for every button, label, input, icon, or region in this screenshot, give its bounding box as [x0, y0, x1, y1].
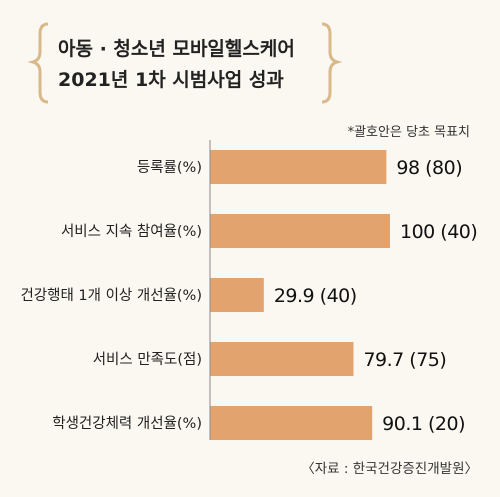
category-label: 등록률(%) [137, 160, 202, 176]
data-label: 98 (80) [396, 157, 462, 179]
category-label: 학생건강체력 개선율(%) [52, 415, 202, 432]
data-label: 29.9 (40) [274, 285, 357, 307]
bar [210, 150, 387, 184]
data-label: 90.1 (20) [382, 413, 465, 435]
bar [210, 278, 264, 312]
bar [210, 342, 354, 376]
data-label: 79.7 (75) [363, 349, 446, 371]
title-left-bracket [27, 22, 49, 104]
bar [210, 406, 373, 440]
bar [210, 214, 390, 248]
data-label: 100 (40) [400, 221, 477, 243]
category-label: 서비스 지속 참여율(%) [61, 223, 202, 240]
source-credit: 〈자료 : 한국건강증진개발원〉 [301, 461, 478, 477]
target-note: *괄호안은 당초 목표치 [348, 125, 470, 140]
title-right-bracket [321, 22, 343, 104]
category-label: 건강행태 1개 이상 개선율(%) [20, 287, 202, 304]
chart-title-line1: 아동 · 청소년 모바일헬스케어 [58, 38, 295, 60]
chart-title-line2: 2021년 1차 시범사업 성과 [58, 69, 284, 91]
bar-group: 등록률(%) 98 (80) 서비스 지속 참여율(%) 100 (40) 건강행태 1… [20, 150, 478, 440]
category-label: 서비스 만족도(점) [93, 351, 202, 368]
